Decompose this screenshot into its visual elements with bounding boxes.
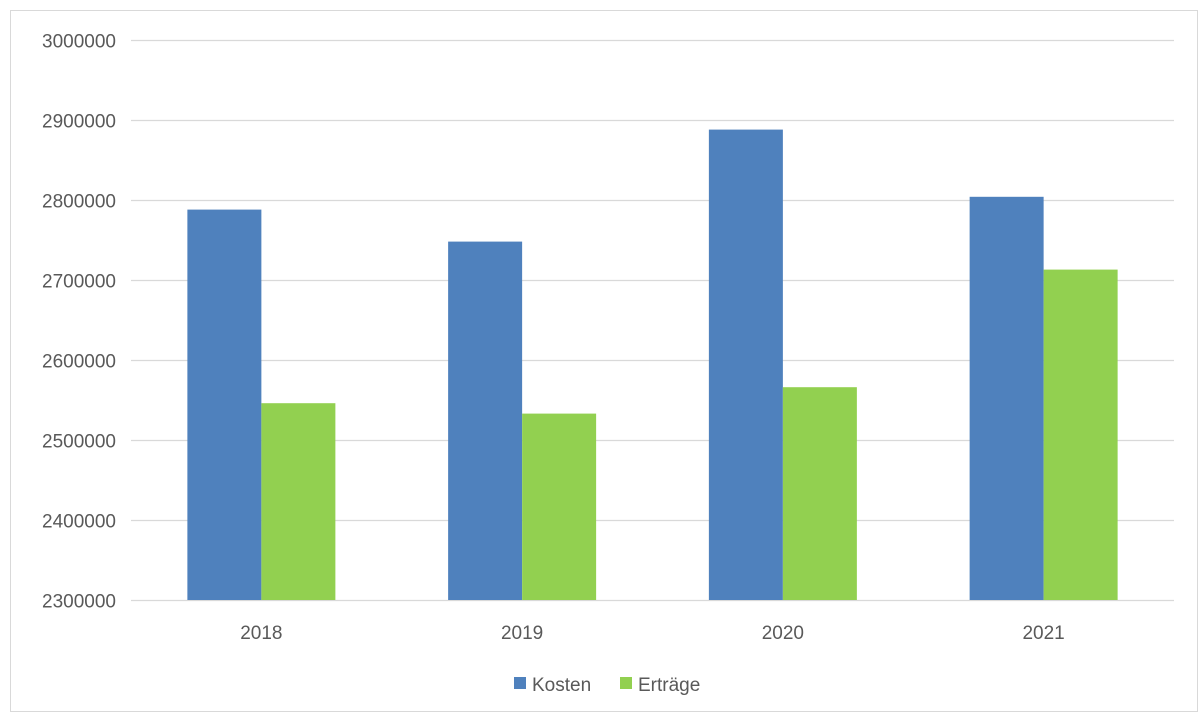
bar-kosten-2018 xyxy=(187,209,262,600)
y-axis-tick-labels: 2300000 2400000 2500000 2600000 2700000 28000… xyxy=(42,32,116,613)
bar-kosten-2019 xyxy=(448,241,523,600)
x-axis-tick-labels: 2018 2019 2020 2021 xyxy=(240,623,1065,644)
bar-ertr-ge-2019 xyxy=(522,413,597,600)
legend-label: Kosten xyxy=(532,675,591,696)
x-tick-label: 2018 xyxy=(240,623,282,644)
y-tick-label: 2400000 xyxy=(42,512,116,533)
y-tick-label: 3000000 xyxy=(42,32,116,53)
x-tick-label: 2021 xyxy=(1022,623,1064,644)
bar-kosten-2020 xyxy=(708,129,783,600)
y-tick-label: 2800000 xyxy=(42,192,116,213)
bars xyxy=(187,129,1118,601)
bar-ertr-ge-2021 xyxy=(1043,269,1118,600)
y-tick-label: 2900000 xyxy=(42,112,116,133)
legend-label: Erträge xyxy=(638,675,700,696)
y-tick-label: 2300000 xyxy=(42,592,116,613)
bar-ertr-ge-2020 xyxy=(782,387,857,600)
y-tick-label: 2500000 xyxy=(42,432,116,453)
x-tick-label: 2020 xyxy=(762,623,804,644)
x-tick-label: 2019 xyxy=(501,623,543,644)
legend-swatch xyxy=(514,677,526,689)
bar-ertr-ge-2018 xyxy=(261,403,336,600)
y-tick-label: 2700000 xyxy=(42,272,116,293)
y-tick-label: 2600000 xyxy=(42,352,116,373)
legend: Kosten Erträge xyxy=(514,675,700,696)
legend-swatch xyxy=(620,677,632,689)
bar-kosten-2021 xyxy=(969,196,1044,601)
